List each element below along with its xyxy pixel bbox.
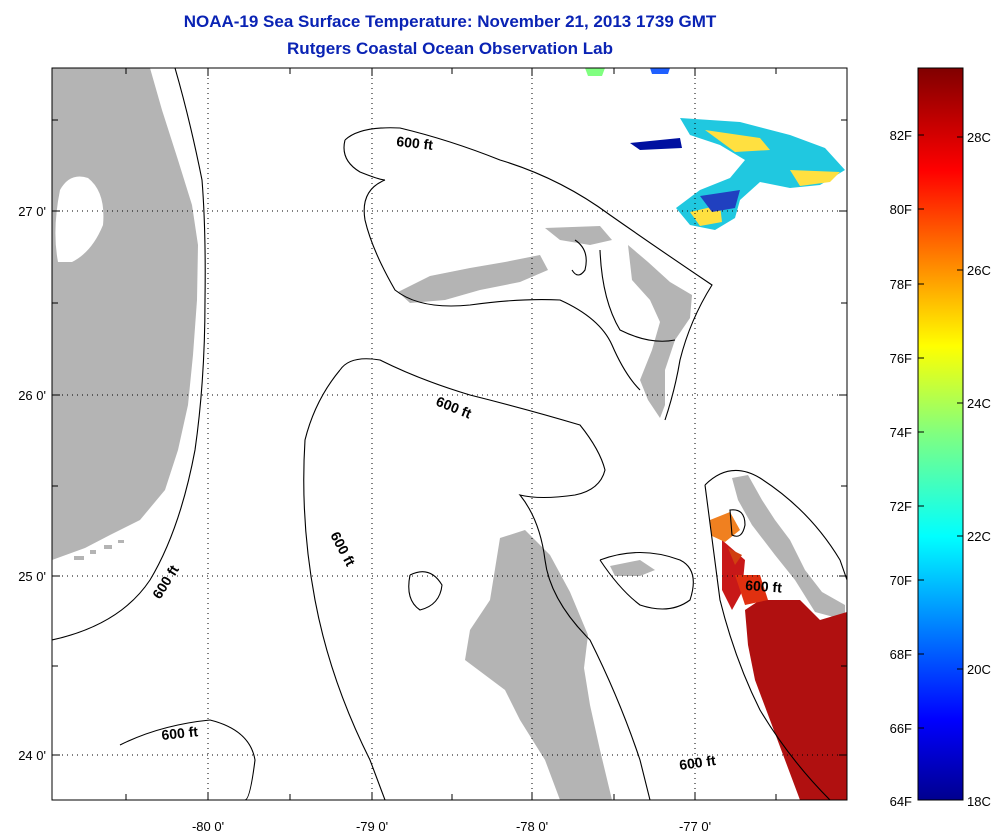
colorbar-c-label: 26C bbox=[967, 263, 991, 278]
colorbar-f-label: 68F bbox=[890, 647, 912, 662]
florida-keys bbox=[60, 540, 124, 560]
colorbar-c-label: 22C bbox=[967, 529, 991, 544]
colorbar-f-label: 82F bbox=[890, 128, 912, 143]
x-tick-label: -78 0' bbox=[516, 819, 548, 834]
colorbar-fahrenheit-labels: 82F 80F 78F 76F 74F 72F 70F 68F 66F 64F bbox=[890, 128, 912, 809]
x-tick-label: -77 0' bbox=[679, 819, 711, 834]
x-tick-label: -79 0' bbox=[356, 819, 388, 834]
x-axis-labels: -80 0' -79 0' -78 0' -77 0' bbox=[192, 819, 711, 834]
map-title: NOAA-19 Sea Surface Temperature: Novembe… bbox=[183, 12, 717, 31]
contour-label: 600 ft bbox=[678, 752, 717, 773]
contour-label: 600 ft bbox=[161, 723, 199, 743]
lake-okeechobee bbox=[55, 176, 104, 262]
contour-label: 600 ft bbox=[396, 133, 434, 153]
map-subtitle: Rutgers Coastal Ocean Observation Lab bbox=[287, 39, 613, 58]
colorbar-c-label: 20C bbox=[967, 662, 991, 677]
x-tick-label: -80 0' bbox=[192, 819, 224, 834]
colorbar-f-label: 76F bbox=[890, 351, 912, 366]
y-axis-labels: 27 0' 26 0' 25 0' 24 0' bbox=[18, 204, 46, 763]
new-providence-land bbox=[610, 560, 655, 576]
colorbar-c-label: 28C bbox=[967, 130, 991, 145]
y-tick-label: 26 0' bbox=[18, 388, 46, 403]
colorbar-celsius-labels: 28C 26C 24C 22C 20C 18C bbox=[967, 130, 991, 809]
frame-ticks bbox=[52, 68, 847, 800]
colorbar-ticks bbox=[918, 134, 963, 729]
map-gridlines bbox=[52, 68, 847, 800]
y-tick-label: 27 0' bbox=[18, 204, 46, 219]
contour-label: 600 ft bbox=[745, 577, 783, 596]
colorbar-f-label: 74F bbox=[890, 425, 912, 440]
grand-bahama-land-east bbox=[545, 226, 612, 245]
eleuthera-land bbox=[732, 475, 845, 620]
isobath-contours bbox=[52, 68, 847, 800]
abaco-land bbox=[628, 245, 692, 418]
colorbar-f-label: 70F bbox=[890, 573, 912, 588]
andros-land bbox=[465, 530, 612, 800]
colorbar-f-label: 78F bbox=[890, 277, 912, 292]
sst-cool-pixels bbox=[585, 68, 845, 230]
y-tick-label: 24 0' bbox=[18, 748, 46, 763]
colorbar-f-label: 64F bbox=[890, 794, 912, 809]
colorbar-f-label: 66F bbox=[890, 721, 912, 736]
colorbar-f-label: 72F bbox=[890, 499, 912, 514]
grand-bahama-land bbox=[398, 255, 548, 303]
colorbar bbox=[917, 67, 964, 801]
map-frame bbox=[51, 67, 848, 801]
sst-warm-pixels bbox=[710, 512, 847, 800]
colorbar-f-label: 80F bbox=[890, 202, 912, 217]
colorbar-c-label: 24C bbox=[967, 396, 991, 411]
colorbar-c-label: 18C bbox=[967, 794, 991, 809]
y-tick-label: 25 0' bbox=[18, 569, 46, 584]
